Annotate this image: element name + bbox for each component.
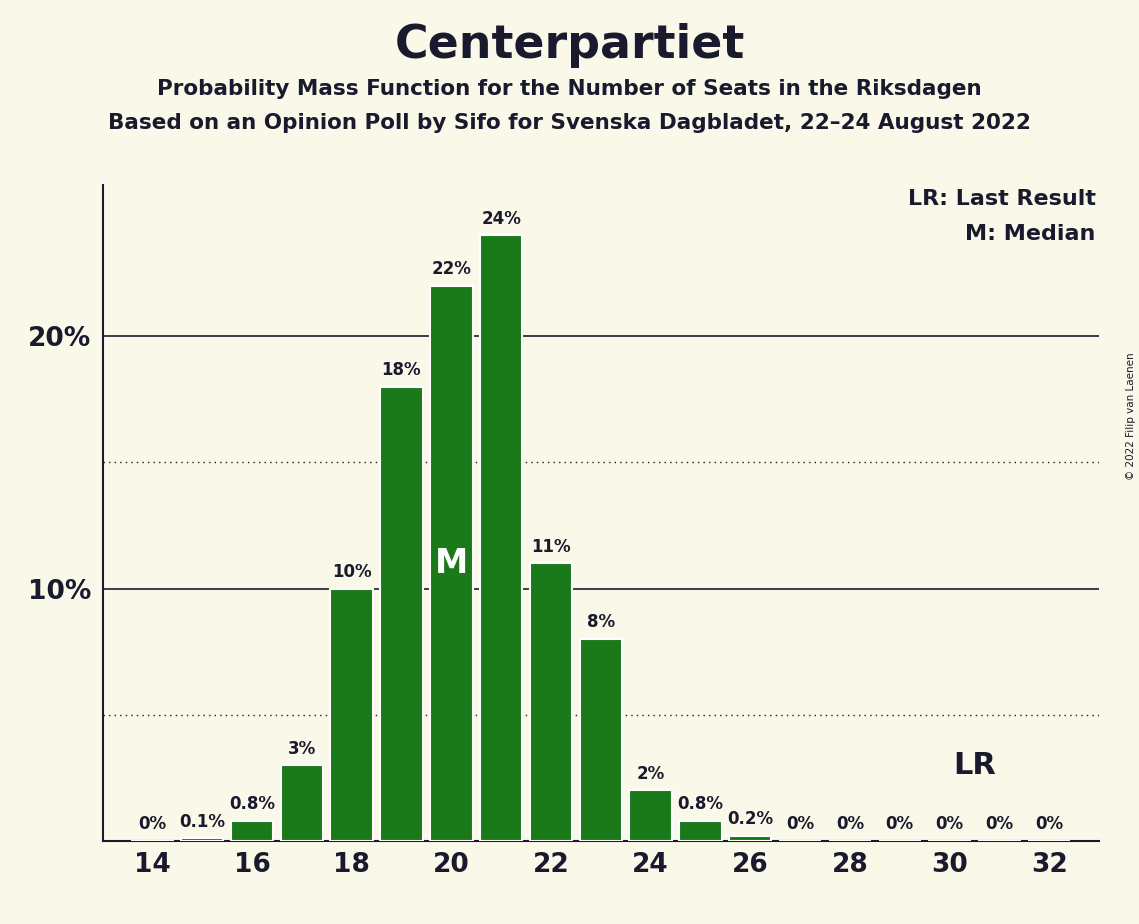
Bar xyxy=(330,589,372,841)
Bar xyxy=(380,386,423,841)
Text: 0.8%: 0.8% xyxy=(678,795,723,813)
Text: 24%: 24% xyxy=(481,210,522,227)
Text: 0%: 0% xyxy=(886,815,913,833)
Text: 0%: 0% xyxy=(985,815,1014,833)
Text: 3%: 3% xyxy=(288,739,316,758)
Text: 2%: 2% xyxy=(637,765,665,783)
Bar xyxy=(181,838,223,841)
Text: Probability Mass Function for the Number of Seats in the Riksdagen: Probability Mass Function for the Number… xyxy=(157,79,982,99)
Text: 0%: 0% xyxy=(786,815,814,833)
Text: LR: Last Result: LR: Last Result xyxy=(908,189,1096,210)
Text: LR: LR xyxy=(953,750,995,780)
Text: 0%: 0% xyxy=(935,815,964,833)
Text: Based on an Opinion Poll by Sifo for Svenska Dagbladet, 22–24 August 2022: Based on an Opinion Poll by Sifo for Sve… xyxy=(108,113,1031,133)
Text: 0.8%: 0.8% xyxy=(229,795,274,813)
Text: 0%: 0% xyxy=(138,815,166,833)
Text: M: M xyxy=(435,547,468,579)
Text: 0.2%: 0.2% xyxy=(728,810,773,828)
Bar xyxy=(580,639,622,841)
Bar xyxy=(280,765,323,841)
Text: 0%: 0% xyxy=(1035,815,1064,833)
Bar xyxy=(231,821,273,841)
Bar xyxy=(431,286,473,841)
Text: Centerpartiet: Centerpartiet xyxy=(394,23,745,68)
Text: 0%: 0% xyxy=(836,815,865,833)
Bar xyxy=(679,821,722,841)
Text: M: Median: M: Median xyxy=(966,224,1096,244)
Bar xyxy=(480,236,523,841)
Text: 10%: 10% xyxy=(331,563,371,581)
Bar xyxy=(729,836,771,841)
Bar xyxy=(630,790,672,841)
Text: 8%: 8% xyxy=(587,614,615,631)
Text: 22%: 22% xyxy=(432,261,472,278)
Text: 0.1%: 0.1% xyxy=(179,813,226,831)
Text: 11%: 11% xyxy=(531,538,571,555)
Text: © 2022 Filip van Laenen: © 2022 Filip van Laenen xyxy=(1126,352,1136,480)
Bar xyxy=(530,564,572,841)
Text: 18%: 18% xyxy=(382,361,421,379)
